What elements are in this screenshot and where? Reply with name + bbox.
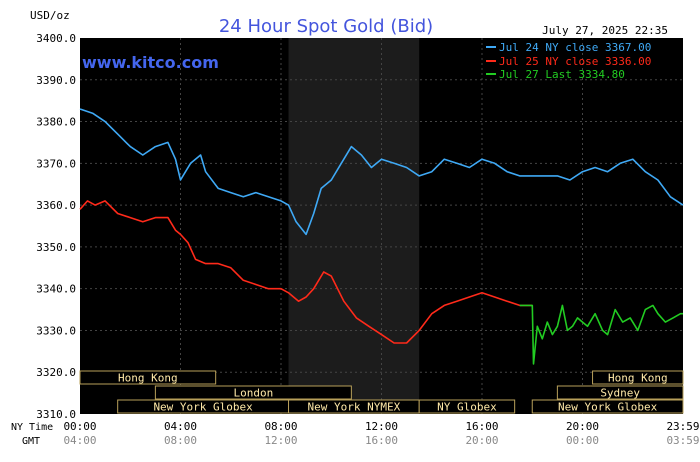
- x-axis-ticks: 00:0004:0004:0008:0008:0012:0012:0016:00…: [63, 420, 699, 447]
- nymex-session-band: [288, 38, 420, 414]
- legend-jul25: Jul 25 NY close 3336.00: [499, 55, 651, 68]
- y-tick-label: 3310.0: [36, 408, 76, 421]
- series-line-0: [79, 108, 684, 236]
- legend-jul24: Jul 24 NY close 3367.00: [499, 41, 651, 54]
- market-session-box: [79, 370, 217, 385]
- market-session-box: [154, 385, 352, 400]
- x-tick-label-gmt: 00:00: [566, 434, 599, 447]
- x-tick-label-gmt: 08:00: [164, 434, 197, 447]
- chart-title: 24 Hour Spot Gold (Bid): [219, 16, 433, 37]
- market-session-label: Hong Kong: [118, 372, 178, 385]
- market-session-box: [592, 370, 684, 385]
- chart-timestamp: July 27, 2025 22:35: [542, 24, 668, 37]
- x-tick-label-ny: 20:00: [566, 420, 599, 433]
- market-session-box: [531, 399, 684, 414]
- market-session-label: New York Globex: [558, 401, 658, 414]
- y-tick-label: 3370.0: [36, 157, 76, 170]
- market-session-box: [556, 385, 684, 400]
- series-line-1: [79, 200, 533, 344]
- ny-time-label: NY Time: [11, 422, 53, 433]
- legend-jul27: Jul 27 Last 3334.80: [499, 68, 625, 81]
- market-session-label: London: [233, 387, 273, 400]
- x-tick-label-gmt: 04:00: [63, 434, 96, 447]
- x-tick-label-ny: 23:59: [666, 420, 699, 433]
- y-tick-label: 3340.0: [36, 283, 76, 296]
- market-session-label: New York NYMEX: [308, 401, 401, 414]
- y-tick-label: 3330.0: [36, 324, 76, 337]
- x-tick-label-ny: 16:00: [465, 420, 498, 433]
- series-line-2: [519, 304, 683, 365]
- market-session-label: NY Globex: [437, 401, 497, 414]
- y-tick-label: 3380.0: [36, 116, 76, 129]
- x-tick-label-ny: 12:00: [365, 420, 398, 433]
- x-tick-label-gmt: 20:00: [465, 434, 498, 447]
- market-session-label: Sydney: [600, 387, 640, 400]
- x-tick-label-ny: 08:00: [264, 420, 297, 433]
- x-tick-label-ny: 04:00: [164, 420, 197, 433]
- y-tick-label: 3390.0: [36, 74, 76, 87]
- market-session-box: [418, 399, 516, 414]
- x-tick-label-gmt: 12:00: [264, 434, 297, 447]
- x-tick-label-gmt: 03:59: [666, 434, 699, 447]
- watermark-kitco: www.kitco.com: [82, 53, 219, 72]
- y-tick-label: 3350.0: [36, 241, 76, 254]
- x-tick-label-gmt: 16:00: [365, 434, 398, 447]
- y-tick-label: 3320.0: [36, 366, 76, 379]
- unit-label: USD/oz: [30, 9, 70, 22]
- y-tick-label: 3400.0: [36, 32, 76, 45]
- x-tick-label-ny: 00:00: [63, 420, 96, 433]
- legend: Jul 24 NY close 3367.00 Jul 25 NY close …: [486, 41, 651, 81]
- market-session-label: Hong Kong: [608, 372, 668, 385]
- series-lines: [79, 108, 684, 365]
- y-tick-label: 3360.0: [36, 199, 76, 212]
- y-axis-ticks: 3400.0 3390.0 3380.0 3370.0 3360.0 3350.0 3340…: [36, 32, 76, 421]
- gmt-label: GMT: [22, 436, 40, 447]
- market-session-label: New York Globex: [153, 401, 253, 414]
